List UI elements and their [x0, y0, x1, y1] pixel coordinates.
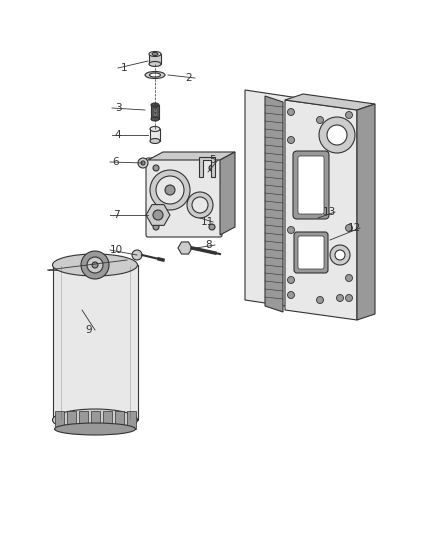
Text: 7: 7: [113, 210, 119, 220]
Circle shape: [346, 274, 353, 281]
Text: 11: 11: [200, 217, 214, 227]
Circle shape: [153, 224, 159, 230]
Bar: [53, 265, 138, 420]
Bar: [78, 411, 88, 429]
Circle shape: [141, 161, 145, 165]
Ellipse shape: [54, 423, 135, 435]
FancyBboxPatch shape: [298, 236, 324, 269]
Circle shape: [330, 245, 350, 265]
Bar: [102, 411, 112, 429]
FancyBboxPatch shape: [293, 151, 329, 219]
Polygon shape: [148, 152, 235, 160]
Circle shape: [287, 227, 294, 233]
Circle shape: [150, 170, 190, 210]
Ellipse shape: [53, 254, 138, 276]
Circle shape: [287, 109, 294, 116]
Polygon shape: [245, 90, 312, 310]
Circle shape: [187, 192, 213, 218]
Bar: [91, 411, 99, 429]
Bar: [149, 54, 161, 64]
Ellipse shape: [152, 52, 158, 55]
Ellipse shape: [150, 139, 160, 143]
Ellipse shape: [149, 61, 161, 67]
Circle shape: [346, 111, 353, 118]
Circle shape: [138, 158, 148, 168]
Circle shape: [317, 117, 324, 124]
Text: 10: 10: [110, 245, 123, 255]
Polygon shape: [285, 100, 357, 320]
Text: 12: 12: [347, 223, 360, 233]
Circle shape: [346, 295, 353, 302]
Ellipse shape: [151, 103, 159, 107]
Circle shape: [335, 250, 345, 260]
Circle shape: [327, 125, 347, 145]
Text: 2: 2: [186, 73, 192, 83]
Circle shape: [92, 262, 98, 268]
Text: 5: 5: [208, 155, 215, 165]
Circle shape: [336, 118, 343, 125]
Text: 9: 9: [86, 325, 92, 335]
Polygon shape: [357, 104, 375, 320]
Text: 8: 8: [206, 240, 212, 250]
Circle shape: [287, 292, 294, 298]
Circle shape: [287, 136, 294, 143]
Circle shape: [287, 277, 294, 284]
Circle shape: [87, 257, 103, 273]
Circle shape: [153, 210, 163, 220]
Bar: [67, 411, 75, 429]
Ellipse shape: [149, 52, 161, 56]
Text: 4: 4: [115, 130, 121, 140]
FancyBboxPatch shape: [146, 158, 222, 237]
Bar: [150, 129, 160, 141]
Ellipse shape: [145, 71, 165, 78]
Bar: [114, 411, 124, 429]
Circle shape: [165, 185, 175, 195]
Bar: [127, 411, 135, 429]
Polygon shape: [265, 96, 283, 312]
FancyBboxPatch shape: [298, 156, 324, 214]
Circle shape: [319, 117, 355, 153]
Ellipse shape: [151, 117, 159, 121]
FancyBboxPatch shape: [294, 232, 328, 273]
Polygon shape: [220, 152, 235, 235]
Text: 13: 13: [322, 207, 336, 217]
Polygon shape: [285, 94, 375, 110]
Bar: [151, 105, 159, 119]
Circle shape: [346, 134, 353, 141]
Circle shape: [209, 165, 215, 171]
Ellipse shape: [53, 409, 138, 431]
Bar: [54, 411, 64, 429]
Circle shape: [156, 176, 184, 204]
Circle shape: [209, 224, 215, 230]
Circle shape: [153, 165, 159, 171]
Ellipse shape: [150, 126, 160, 132]
Circle shape: [336, 295, 343, 302]
Circle shape: [192, 197, 208, 213]
Text: 3: 3: [115, 103, 121, 113]
Circle shape: [132, 250, 142, 260]
Circle shape: [81, 251, 109, 279]
Text: 6: 6: [113, 157, 119, 167]
Polygon shape: [312, 97, 317, 300]
Text: 1: 1: [121, 63, 127, 73]
Ellipse shape: [149, 73, 160, 77]
Polygon shape: [199, 157, 215, 177]
Circle shape: [317, 296, 324, 303]
Circle shape: [346, 224, 353, 231]
